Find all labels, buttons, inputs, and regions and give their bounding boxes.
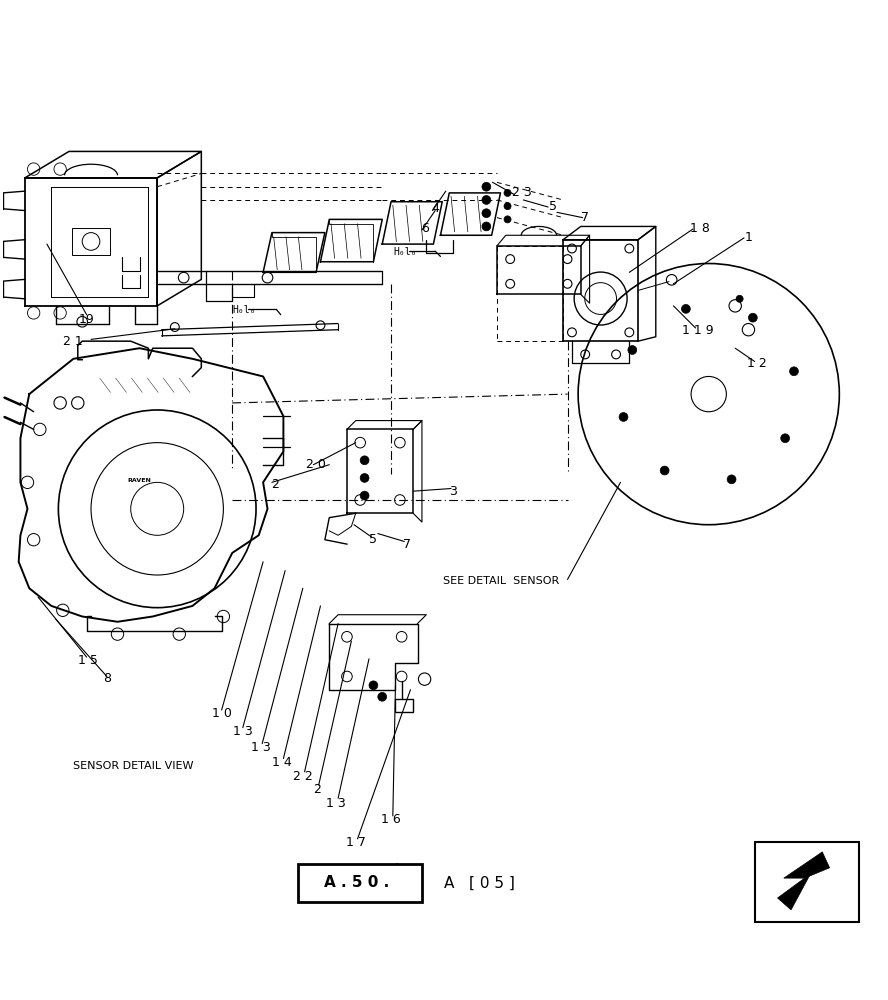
Text: RAVEN: RAVEN [128,478,152,483]
Text: 2: 2 [271,478,279,491]
Text: 3: 3 [449,485,456,498]
Circle shape [681,304,690,313]
Text: 1: 1 [744,231,752,244]
Text: 19: 19 [79,313,94,326]
Circle shape [504,216,511,223]
Text: A   [ 0 5 ]: A [ 0 5 ] [444,875,515,890]
Circle shape [482,196,491,204]
Circle shape [736,295,743,302]
Polygon shape [784,852,829,878]
Text: 7: 7 [403,538,411,551]
Circle shape [619,413,628,421]
Circle shape [660,466,669,475]
Text: 1 6: 1 6 [381,813,400,826]
Text: 4: 4 [432,202,439,215]
FancyBboxPatch shape [72,228,110,255]
Text: 1 5: 1 5 [77,654,98,667]
Text: SENSOR DETAIL VIEW: SENSOR DETAIL VIEW [73,761,194,771]
Text: 2 0: 2 0 [306,458,326,471]
Circle shape [482,182,491,191]
FancyBboxPatch shape [395,699,413,712]
Polygon shape [778,852,822,910]
Text: 8: 8 [103,672,111,685]
Text: 7: 7 [581,211,590,224]
Text: 1 0: 1 0 [211,707,232,720]
Text: 1 3: 1 3 [233,725,253,738]
Circle shape [504,189,511,196]
Circle shape [749,313,757,322]
Text: 2 2: 2 2 [293,770,313,783]
Circle shape [789,367,798,376]
Circle shape [781,434,789,443]
Text: H₀l₀: H₀l₀ [233,305,256,315]
Text: 1 3: 1 3 [327,797,346,810]
Text: 1 4: 1 4 [272,756,291,769]
Circle shape [361,474,369,482]
Text: 2: 2 [313,783,321,796]
Text: 2 1: 2 1 [64,335,83,348]
Text: 2 3: 2 3 [511,186,532,199]
Circle shape [628,346,637,354]
Circle shape [361,456,369,465]
Text: H₀l₀: H₀l₀ [393,247,417,257]
FancyBboxPatch shape [755,842,859,922]
Text: A . 5 0 .: A . 5 0 . [324,875,389,890]
Circle shape [369,681,377,690]
Text: 1 3: 1 3 [250,741,270,754]
Circle shape [482,222,491,231]
Circle shape [504,203,511,210]
Circle shape [361,491,369,500]
Circle shape [727,475,736,484]
Text: 1 2: 1 2 [748,357,767,370]
Text: 1 7: 1 7 [345,836,366,849]
Text: 6: 6 [421,222,429,235]
Text: 5: 5 [549,200,557,213]
Text: SEE DETAIL  SENSOR: SEE DETAIL SENSOR [443,576,559,586]
Text: 1 8: 1 8 [690,222,710,235]
Text: 5: 5 [369,533,377,546]
Circle shape [482,209,491,218]
Text: 1 1 9: 1 1 9 [682,324,714,337]
FancyBboxPatch shape [298,864,422,902]
Circle shape [377,692,386,701]
